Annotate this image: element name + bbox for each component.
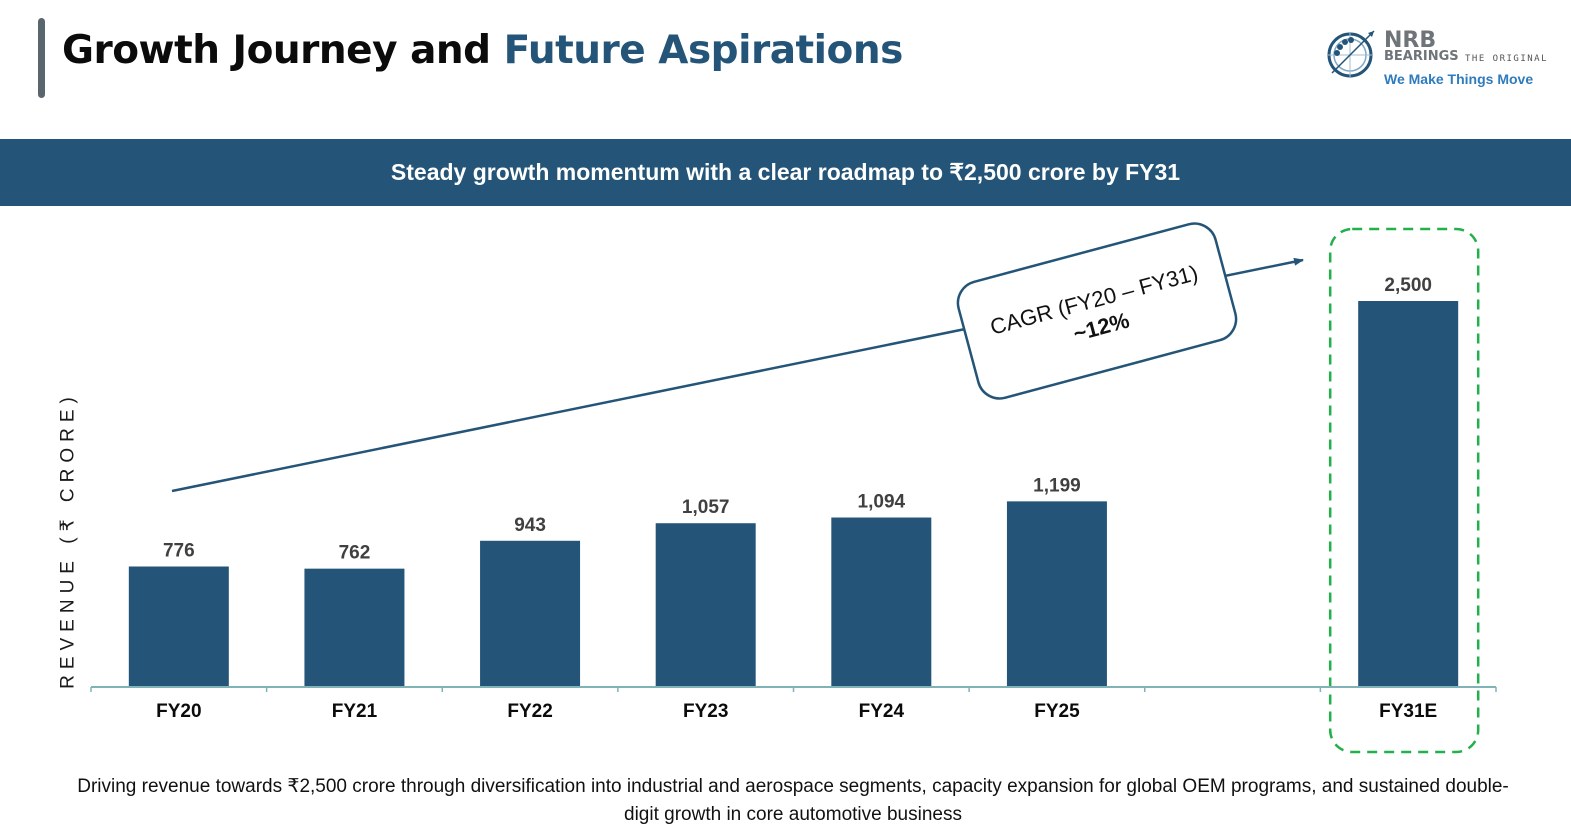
logo-brand: NRB [1384, 28, 1437, 53]
x-tick-label-fy31e: FY31E [1379, 701, 1437, 722]
value-label-fy23: 1,057 [682, 497, 730, 518]
logo-subbrand: BEARINGS [1384, 49, 1459, 64]
x-tick-label-fy25: FY25 [1034, 701, 1080, 722]
page-title: Growth Journey and Future Aspirations [62, 28, 903, 73]
value-label-fy24: 1,094 [858, 492, 906, 513]
x-tick-label-fy23: FY23 [683, 701, 728, 722]
logo-tagline: We Make Things Move [1384, 71, 1534, 87]
bar-fy22 [480, 540, 581, 686]
title-accent-bar [38, 18, 45, 98]
cagr-callout-box [956, 222, 1238, 400]
forecast-highlight-box [1328, 227, 1480, 754]
x-tick-label-fy22: FY22 [507, 701, 552, 722]
bar-fy25 [1006, 501, 1107, 686]
footer-note: Driving revenue towards ₹2,500 crore thr… [77, 776, 1509, 825]
bearing-icon [1327, 30, 1375, 78]
bar-fy24 [831, 517, 932, 686]
value-label-fy20: 776 [163, 540, 195, 561]
bar-fy23 [655, 523, 756, 686]
value-label-fy25: 1,199 [1033, 475, 1081, 496]
title-accent: Future Aspirations [503, 28, 904, 73]
value-label-fy31e: 2,500 [1384, 275, 1432, 296]
bar-fy20 [128, 566, 229, 686]
x-tick-label-fy24: FY24 [859, 701, 905, 722]
bar-fy21 [304, 568, 405, 686]
headline-banner: Steady growth momentum with a clear road… [0, 139, 1571, 206]
x-tick-label-fy21: FY21 [332, 701, 378, 722]
logo-tagline-small: THE ORIGINAL [1465, 54, 1549, 64]
title-main: Growth Journey and [62, 28, 504, 73]
x-tick-label-fy20: FY20 [156, 701, 201, 722]
value-label-fy21: 762 [339, 543, 371, 564]
bar-fy31e [1358, 301, 1459, 686]
cagr-callout: CAGR (FY20 – FY31)~12% [956, 222, 1238, 400]
company-logo: NRB BEARINGS THE ORIGINAL We Make Things… [1322, 28, 1552, 98]
value-label-fy22: 943 [514, 515, 546, 536]
